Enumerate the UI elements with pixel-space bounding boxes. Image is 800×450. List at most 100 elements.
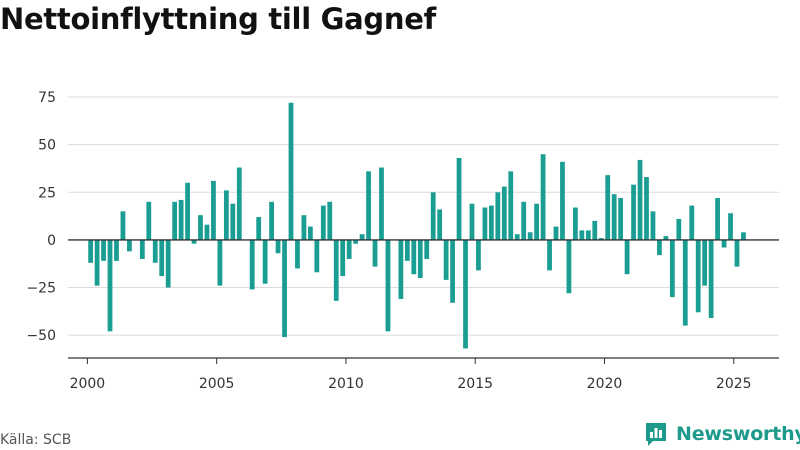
bar bbox=[340, 239, 346, 277]
bar bbox=[650, 211, 656, 240]
bar bbox=[204, 224, 210, 240]
newsworthy-logo-icon bbox=[646, 423, 666, 446]
bar bbox=[217, 239, 223, 286]
bar bbox=[644, 177, 649, 240]
y-axis-labels: 75 50 25 0 −25 −50 bbox=[26, 90, 56, 344]
bar bbox=[275, 239, 281, 254]
bar bbox=[669, 239, 675, 298]
bar bbox=[508, 171, 514, 240]
bar bbox=[676, 218, 682, 240]
bar bbox=[501, 186, 507, 240]
bar bbox=[450, 239, 455, 303]
bar bbox=[101, 239, 106, 261]
bar bbox=[262, 239, 268, 284]
bar bbox=[346, 239, 352, 259]
bar bbox=[553, 226, 559, 240]
bar bbox=[618, 198, 624, 240]
bar bbox=[249, 239, 255, 290]
bar bbox=[741, 232, 746, 240]
bar bbox=[269, 201, 274, 240]
bar bbox=[333, 239, 339, 301]
bar bbox=[715, 198, 720, 240]
source-note: Källa: SCB bbox=[0, 432, 72, 448]
bar bbox=[463, 239, 468, 349]
bar bbox=[443, 239, 449, 280]
bar bbox=[211, 180, 216, 240]
bar bbox=[708, 239, 714, 318]
bar bbox=[560, 161, 565, 240]
bar bbox=[114, 239, 119, 261]
y-tick-label: −25 bbox=[26, 281, 56, 297]
bar bbox=[172, 201, 178, 240]
bar bbox=[366, 171, 371, 240]
brand-name: Newsworthy bbox=[676, 423, 800, 445]
bar bbox=[585, 230, 591, 240]
bar bbox=[236, 167, 242, 240]
bar bbox=[120, 211, 126, 240]
y-tick-label: 0 bbox=[47, 233, 56, 249]
bar bbox=[734, 239, 740, 267]
bar bbox=[88, 239, 94, 263]
bar bbox=[398, 239, 404, 299]
x-axis-labels: 2000 2005 2010 2015 2020 2025 bbox=[70, 376, 752, 392]
bar bbox=[295, 239, 300, 269]
bar bbox=[159, 239, 165, 277]
bar bbox=[488, 205, 494, 240]
bar bbox=[540, 154, 546, 240]
bar bbox=[127, 239, 132, 252]
bar bbox=[146, 201, 152, 240]
bar bbox=[631, 184, 636, 240]
bars bbox=[88, 102, 746, 349]
x-tick-label: 2025 bbox=[716, 376, 752, 392]
bar bbox=[230, 203, 236, 240]
bar bbox=[424, 239, 430, 259]
bar bbox=[611, 194, 617, 240]
bar bbox=[598, 238, 604, 240]
bar bbox=[282, 239, 287, 338]
brand-logo[interactable]: Newsworthy bbox=[644, 420, 800, 448]
y-tick-label: −50 bbox=[26, 328, 56, 344]
bar bbox=[527, 232, 533, 240]
bar bbox=[139, 239, 145, 259]
bar bbox=[430, 192, 436, 240]
bar bbox=[495, 192, 501, 240]
bar bbox=[702, 239, 708, 286]
bar bbox=[657, 239, 662, 256]
bar bbox=[107, 239, 113, 332]
bar bbox=[385, 239, 391, 332]
x-tick-label: 2020 bbox=[587, 376, 623, 392]
bar bbox=[637, 159, 643, 240]
bar bbox=[663, 236, 669, 240]
bar bbox=[152, 239, 158, 263]
bar bbox=[353, 239, 359, 244]
bar bbox=[178, 199, 184, 240]
bar bbox=[437, 209, 443, 240]
bar bbox=[256, 217, 262, 240]
bar bbox=[521, 201, 527, 240]
bar bbox=[404, 239, 410, 261]
bar bbox=[417, 239, 423, 278]
bar bbox=[721, 239, 727, 248]
x-tick-label: 2005 bbox=[199, 376, 235, 392]
bar bbox=[185, 182, 190, 240]
bar bbox=[359, 234, 365, 240]
bar bbox=[579, 230, 585, 240]
bar bbox=[456, 158, 462, 240]
chart-title: Nettoinflyttning till Gagnef bbox=[0, 2, 436, 36]
x-tick-label: 2000 bbox=[70, 376, 106, 392]
y-tick-label: 50 bbox=[38, 138, 56, 154]
bar bbox=[320, 205, 326, 240]
bar bbox=[624, 239, 630, 275]
axes bbox=[68, 239, 779, 364]
bar bbox=[191, 239, 197, 244]
bar bbox=[314, 239, 320, 273]
bar bbox=[469, 203, 475, 240]
bar bbox=[566, 239, 572, 294]
bar bbox=[372, 239, 378, 267]
bar bbox=[327, 201, 333, 240]
bar bbox=[605, 175, 611, 240]
bar bbox=[165, 239, 171, 288]
bar bbox=[379, 167, 384, 240]
bar bbox=[689, 205, 695, 240]
